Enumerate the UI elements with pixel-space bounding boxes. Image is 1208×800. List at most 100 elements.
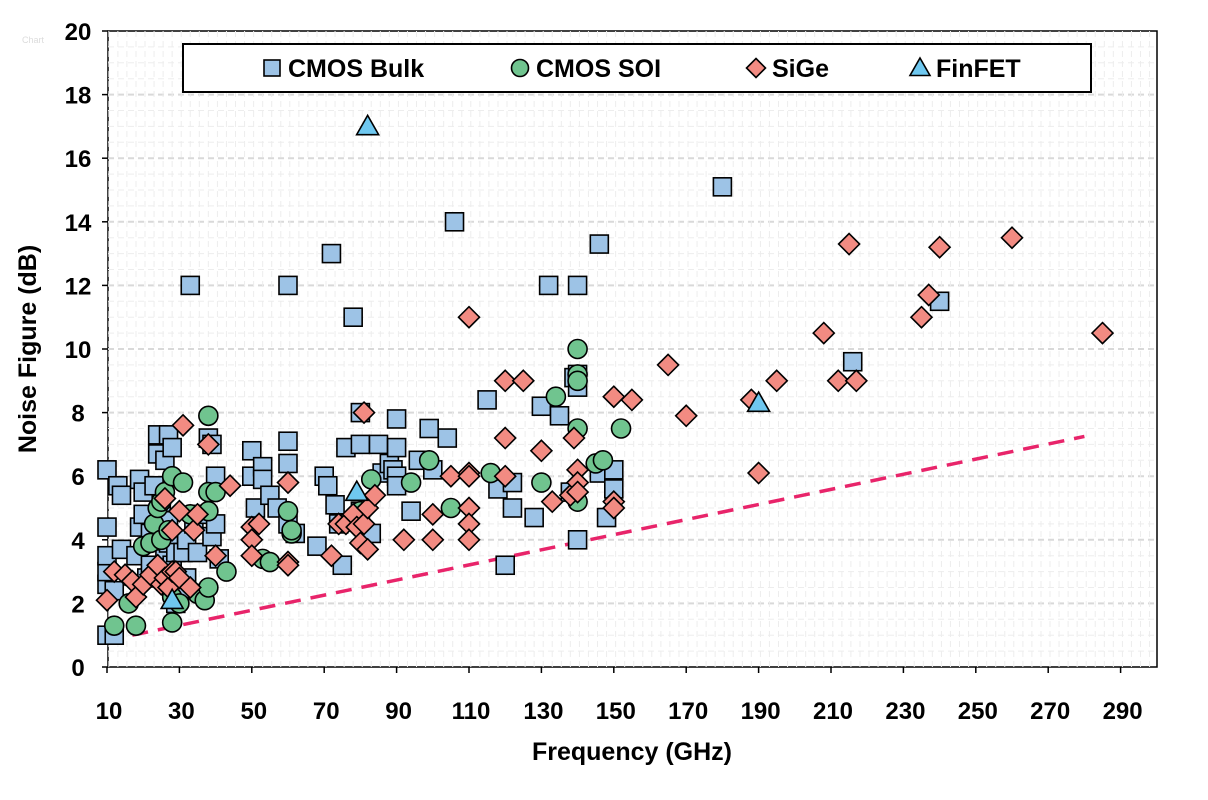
sige-point xyxy=(185,502,210,526)
cmos-bulk-point xyxy=(350,434,371,455)
cmos-bulk-point xyxy=(343,307,363,328)
sige-point xyxy=(95,588,119,612)
x-tick-label: 10 xyxy=(96,698,123,725)
cmos-soi-point xyxy=(172,472,194,493)
watermark-text: Chart xyxy=(22,35,45,45)
sige-point xyxy=(765,369,789,393)
x-tick-label: 210 xyxy=(813,698,853,725)
cmos-bulk-point xyxy=(437,428,458,448)
sige-point xyxy=(240,544,264,568)
legend-label-sige: SiGe xyxy=(772,55,829,83)
sige-point xyxy=(457,528,481,552)
x-tick-label: 150 xyxy=(596,698,636,725)
cmos-soi-point xyxy=(567,370,588,392)
sige-point xyxy=(844,369,868,393)
y-tick-label: 12 xyxy=(65,273,92,300)
sige-point xyxy=(153,486,177,511)
sige-point xyxy=(562,426,586,450)
finfet-point xyxy=(746,390,771,413)
x-axis-title: Frequency (GHz) xyxy=(532,738,732,766)
cmos-bulk-point xyxy=(307,536,327,556)
trendline-layer xyxy=(131,434,1085,637)
sige-point xyxy=(247,512,271,536)
y-axis-title: Noise Figure (dB) xyxy=(14,245,42,453)
sige-point xyxy=(812,321,836,345)
cmos-bulk-point xyxy=(386,437,407,458)
y-tick-label: 2 xyxy=(71,591,84,618)
cmos-bulk-point xyxy=(278,453,298,474)
cmos-soi-point xyxy=(216,561,237,582)
cmos-bulk-point xyxy=(97,517,117,537)
cmos-soi-point xyxy=(198,405,219,427)
y-tick-label: 10 xyxy=(65,337,92,364)
x-tick-label: 70 xyxy=(313,698,340,725)
axes: 0 2 4 6 8 10 12 14 16 18 20 10 30 50 70 90 110 130 150 170 1… xyxy=(65,19,1143,725)
x-tick-label: 30 xyxy=(168,698,195,725)
sige-point xyxy=(196,432,220,457)
trendline xyxy=(131,434,1085,637)
finfet-point xyxy=(355,113,381,136)
sige-point xyxy=(276,553,300,577)
cmos-soi-point xyxy=(161,612,183,633)
cmos-bulk-point xyxy=(712,177,733,197)
legend-marker-cmos-soi xyxy=(510,58,530,78)
x-tick-label: 110 xyxy=(452,698,491,725)
legend-marker-finfet xyxy=(908,56,932,77)
sige-point xyxy=(218,474,242,498)
finfet-point xyxy=(159,587,185,610)
cmos-bulk-point xyxy=(321,243,342,264)
sige-point xyxy=(352,400,376,425)
sige-point xyxy=(746,461,771,485)
legend-label-cmos-soi: CMOS SOI xyxy=(536,55,661,83)
sige-point xyxy=(421,502,445,526)
sige-point xyxy=(602,385,626,409)
sige-point xyxy=(352,512,376,536)
cmos-soi-point xyxy=(360,469,382,490)
cmos-bulk-point xyxy=(401,501,421,521)
cmos-bulk-point xyxy=(318,475,338,496)
legend: CMOS Bulk CMOS SOI SiGe FinFET xyxy=(182,43,1092,93)
sige-point xyxy=(620,388,644,412)
sige-point xyxy=(457,305,481,329)
cmos-bulk-point xyxy=(524,507,544,528)
cmos-soi-point xyxy=(400,472,422,493)
cmos-bulk-point xyxy=(419,418,439,439)
sige-point xyxy=(363,483,387,507)
cmos-soi-point xyxy=(545,386,567,408)
cmos-bulk-point xyxy=(97,460,117,480)
legend-label-finfet: FinFET xyxy=(936,55,1021,83)
cmos-bulk-point xyxy=(386,409,407,429)
x-tick-label: 270 xyxy=(1030,698,1070,725)
cmos-bulk-point xyxy=(278,275,298,296)
cmos-bulk-point xyxy=(242,440,262,461)
y-tick-label: 0 xyxy=(71,655,84,682)
sige-point xyxy=(171,413,195,437)
sige-point xyxy=(178,575,202,600)
sige-point xyxy=(602,496,626,520)
sige-point xyxy=(529,439,554,463)
x-tick-label: 250 xyxy=(958,698,998,725)
cmos-soi-point xyxy=(281,519,302,541)
sige-point xyxy=(674,404,698,428)
series-sige xyxy=(95,226,1115,612)
cmos-soi-point xyxy=(610,418,632,439)
x-tick-label: 50 xyxy=(240,698,267,725)
cmos-bulk-point xyxy=(567,529,588,550)
cmos-bulk-point xyxy=(444,212,465,232)
cmos-soi-point xyxy=(567,338,588,360)
cmos-bulk-point xyxy=(549,405,570,426)
sige-point xyxy=(656,353,680,377)
cmos-soi-point xyxy=(592,449,614,471)
series-finfet xyxy=(159,113,771,610)
sige-point xyxy=(276,470,300,495)
sige-point xyxy=(1090,321,1115,345)
cmos-bulk-point xyxy=(589,234,610,254)
sige-point xyxy=(493,369,517,393)
cmos-soi-point xyxy=(103,615,125,636)
cmos-bulk-point xyxy=(325,495,345,515)
cmos-bulk-point xyxy=(187,542,208,563)
cmos-bulk-point xyxy=(842,351,863,372)
cmos-bulk-point xyxy=(180,275,201,296)
sige-point xyxy=(203,544,228,568)
cmos-bulk-point xyxy=(567,275,588,296)
